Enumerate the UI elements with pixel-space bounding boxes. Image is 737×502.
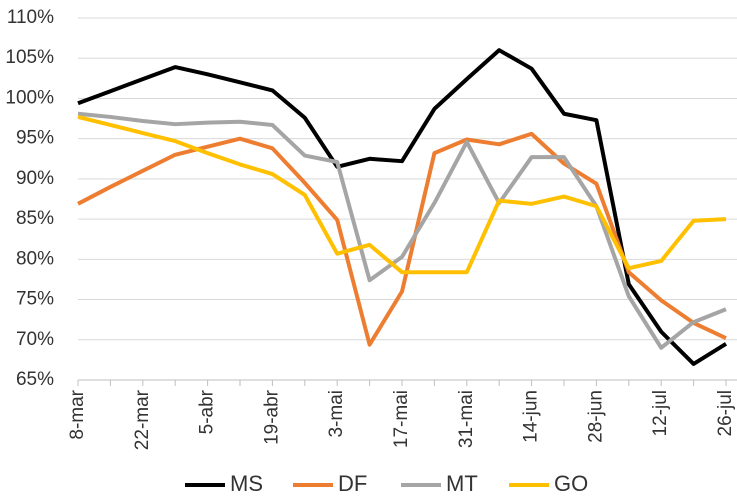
- y-tick-label: 100%: [5, 87, 54, 108]
- y-tick-label: 90%: [16, 168, 54, 189]
- y-tick-label: 80%: [16, 248, 54, 269]
- x-tick-label: 12-jul: [650, 390, 671, 436]
- legend-label: MT: [446, 471, 478, 496]
- y-tick-label: 110%: [7, 7, 54, 28]
- legend-label: GO: [554, 471, 588, 496]
- x-tick-label: 5-abr: [197, 389, 218, 434]
- legend-label: DF: [338, 471, 367, 496]
- x-tick-label: 22-mar: [132, 389, 153, 450]
- x-tick-label: 8-mar: [67, 389, 88, 439]
- y-tick-label: 105%: [5, 47, 54, 68]
- x-tick-label: 28-jun: [585, 390, 606, 443]
- line-series: [77, 131, 727, 347]
- y-tick-label: 70%: [16, 329, 54, 350]
- line-series: [77, 115, 727, 275]
- y-tick-label: 65%: [16, 369, 54, 390]
- line-series: [77, 111, 727, 350]
- x-tick-label: 14-jun: [521, 390, 542, 443]
- y-tick-label: 75%: [16, 289, 54, 310]
- line-series: [77, 48, 728, 366]
- x-tick-label: 31-mai: [456, 390, 477, 448]
- x-tick-label: 26-jul: [715, 390, 736, 436]
- y-tick-label: 95%: [16, 128, 54, 149]
- x-tick-label: 3-mai: [326, 390, 347, 438]
- legend-label: MS: [230, 471, 263, 496]
- x-tick-label: 19-abr: [261, 389, 282, 445]
- x-tick-label: 17-mai: [391, 390, 412, 448]
- y-tick-label: 85%: [16, 208, 54, 229]
